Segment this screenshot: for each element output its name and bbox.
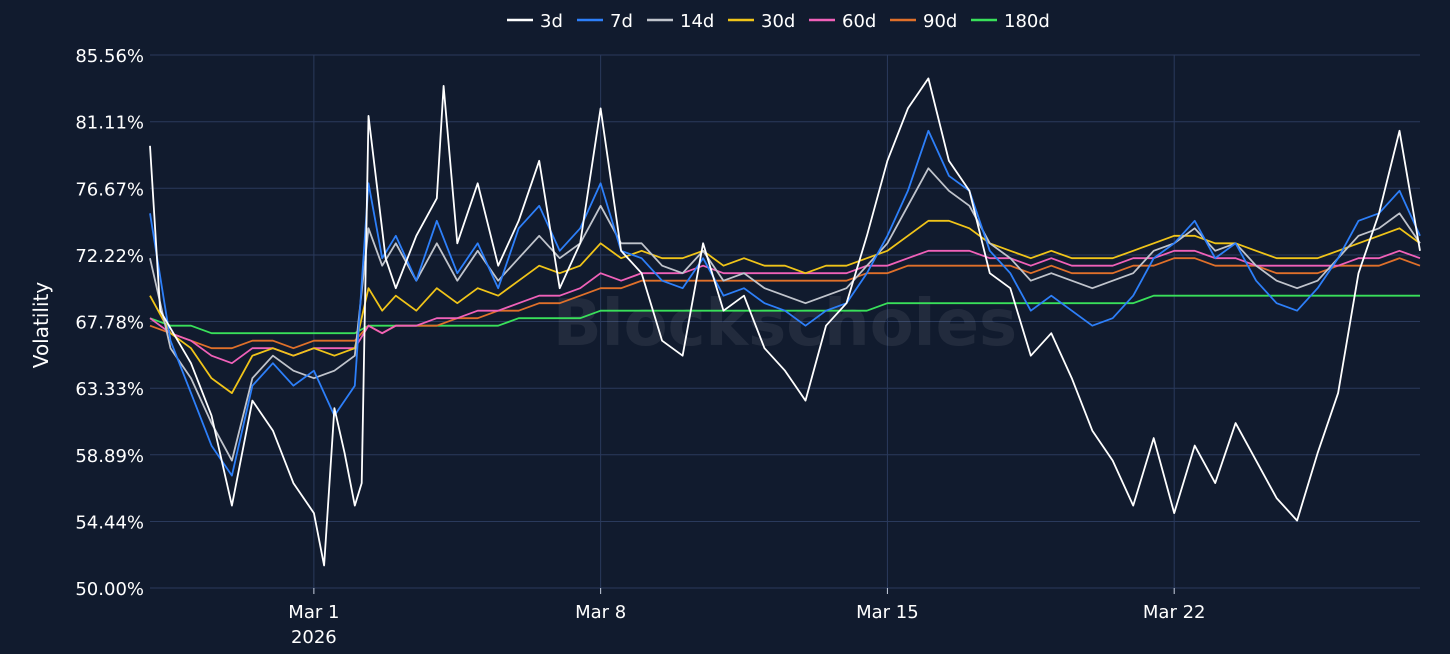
legend-item-30d[interactable]: 30d bbox=[728, 11, 795, 32]
legend-label: 14d bbox=[680, 11, 714, 32]
x-tick-label: Mar 8 bbox=[575, 602, 626, 623]
legend-item-60d[interactable]: 60d bbox=[809, 11, 876, 32]
legend-label: 3d bbox=[540, 11, 563, 32]
y-tick-label: 72.22% bbox=[75, 246, 144, 267]
legend-label: 30d bbox=[761, 11, 795, 32]
series-layer bbox=[149, 77, 1421, 567]
legend-label: 7d bbox=[610, 11, 633, 32]
legend-label: 90d bbox=[923, 11, 957, 32]
y-tick-label: 67.78% bbox=[75, 313, 144, 334]
legend-item-3d[interactable]: 3d bbox=[507, 11, 563, 32]
x-tick-label: Mar 22 bbox=[1143, 602, 1206, 623]
y-tick-label: 85.56% bbox=[75, 46, 144, 67]
y-tick-label: 50.00% bbox=[75, 579, 144, 600]
y-tick-label: 81.11% bbox=[75, 113, 144, 134]
series-line-180d bbox=[149, 294, 1420, 335]
series-line-90d bbox=[149, 257, 1421, 350]
y-tick-label: 63.33% bbox=[75, 379, 144, 400]
series-line-60d bbox=[149, 249, 1421, 365]
series-line-7d bbox=[149, 129, 1421, 477]
legend-item-180d[interactable]: 180d bbox=[971, 11, 1050, 32]
x-axis: Mar 1 2026 Mar 8 Mar 15 Mar 22 bbox=[288, 588, 1205, 648]
x-tick-label: Mar 15 bbox=[856, 602, 919, 623]
y-tick-label: 58.89% bbox=[75, 446, 144, 467]
y-axis-label: Volatility bbox=[29, 282, 53, 369]
watermark: Blockscholes bbox=[553, 287, 1017, 361]
legend-label: 60d bbox=[842, 11, 876, 32]
legend-item-14d[interactable]: 14d bbox=[647, 11, 714, 32]
legend-label: 180d bbox=[1004, 11, 1050, 32]
x-tick-label: Mar 1 bbox=[288, 602, 339, 623]
x-tick-sublabel: 2026 bbox=[291, 627, 337, 648]
legend-item-90d[interactable]: 90d bbox=[890, 11, 957, 32]
series-line-3d bbox=[149, 77, 1421, 567]
grid-layer bbox=[150, 54, 1420, 589]
y-tick-label: 76.67% bbox=[75, 179, 144, 200]
y-tick-label: 54.44% bbox=[75, 512, 144, 533]
legend: 3d 7d 14d 30d 60d 90d 180d bbox=[507, 11, 1050, 32]
legend-item-7d[interactable]: 7d bbox=[577, 11, 633, 32]
y-axis: 85.56% 81.11% 76.67% 72.22% 67.78% 63.33% 58.8… bbox=[75, 46, 144, 600]
